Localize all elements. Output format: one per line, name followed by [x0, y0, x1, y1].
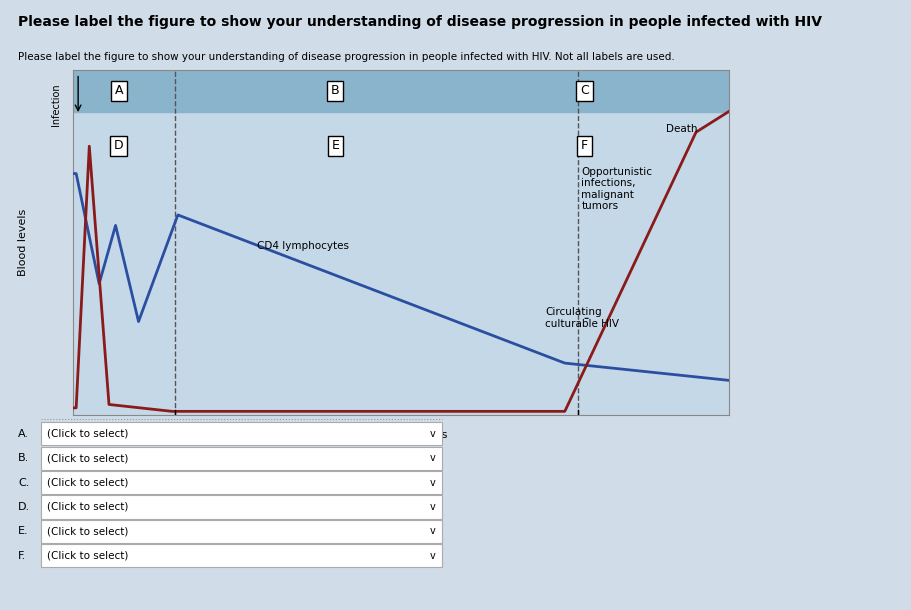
Text: Infection: Infection — [52, 84, 61, 126]
Text: v: v — [430, 551, 435, 561]
Text: Please label the figure to show your understanding of disease progression in peo: Please label the figure to show your und… — [18, 52, 675, 62]
Text: Please label the figure to show your understanding of disease progression in peo: Please label the figure to show your und… — [18, 15, 823, 29]
Text: F: F — [581, 140, 589, 152]
Text: (Click to select): (Click to select) — [47, 551, 128, 561]
Text: (Click to select): (Click to select) — [47, 478, 128, 487]
Bar — [73, 70, 729, 112]
Text: v: v — [430, 429, 435, 439]
Text: (Click to select): (Click to select) — [47, 429, 128, 439]
Text: (Click to select): (Click to select) — [47, 526, 128, 536]
Text: C: C — [580, 84, 589, 98]
Text: v: v — [430, 502, 435, 512]
Text: Weeks: Weeks — [147, 430, 183, 440]
Text: Opportunistic
infections,
malignant
tumors: Opportunistic infections, malignant tumo… — [581, 167, 652, 212]
Text: Circulating
culturable HIV: Circulating culturable HIV — [545, 307, 619, 329]
Text: Blood levels: Blood levels — [18, 209, 27, 276]
Text: C.: C. — [18, 478, 29, 487]
Text: (Click to select): (Click to select) — [47, 453, 128, 463]
Text: A: A — [115, 84, 123, 98]
Text: D.: D. — [18, 502, 30, 512]
Text: A.: A. — [18, 429, 29, 439]
Text: D: D — [114, 140, 124, 152]
Text: CD4 lymphocytes: CD4 lymphocytes — [257, 242, 349, 251]
Text: F.: F. — [18, 551, 26, 561]
Text: (Click to select): (Click to select) — [47, 502, 128, 512]
Text: B.: B. — [18, 453, 29, 463]
Text: E.: E. — [18, 526, 29, 536]
Text: Years: Years — [419, 430, 448, 440]
Text: B: B — [331, 84, 340, 98]
Text: v: v — [430, 453, 435, 463]
Text: Death: Death — [667, 124, 698, 134]
Text: v: v — [430, 478, 435, 487]
Text: E: E — [332, 140, 339, 152]
Text: v: v — [430, 526, 435, 536]
